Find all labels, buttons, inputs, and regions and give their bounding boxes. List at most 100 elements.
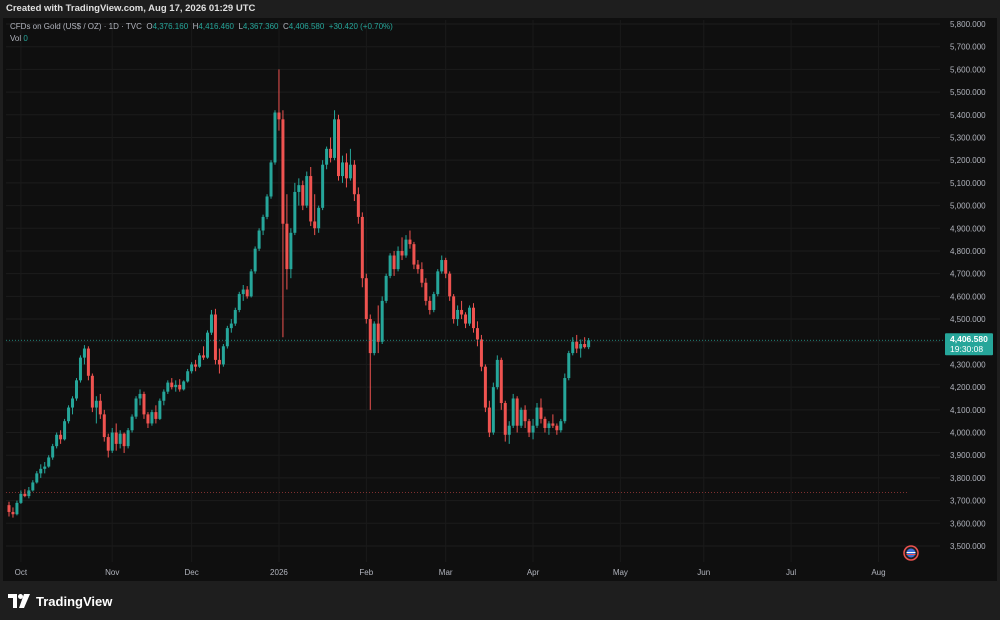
price-axis[interactable]: 3,500.000 3,600.000 3,700.000 3,800.000 3,90… <box>950 20 986 551</box>
candle-body-down <box>213 314 217 360</box>
time-tick-label: Apr <box>527 568 540 577</box>
candle-body-up <box>71 398 75 408</box>
candle-body-down <box>475 328 479 340</box>
price-tick-label: 4,000.000 <box>950 429 986 438</box>
time-tick-label: Jun <box>697 568 710 577</box>
candle-body-up <box>321 164 325 208</box>
low-label: L <box>238 22 243 31</box>
candle-body-down <box>444 260 448 274</box>
candle-body-up <box>559 421 563 431</box>
candle-body-down <box>527 421 531 433</box>
credit-text: Created with TradingView.com, Aug 17, 20… <box>6 3 256 14</box>
candle-body-down <box>352 164 356 195</box>
volume-label: Vol <box>10 34 22 43</box>
candle-body-down <box>285 223 289 270</box>
candle-body-down <box>106 437 110 451</box>
candle-body-up <box>396 250 400 270</box>
candle-body-up <box>134 398 138 417</box>
candle-body-down <box>368 319 372 354</box>
candle-body-up <box>221 346 225 365</box>
price-tick-label: 5,300.000 <box>950 133 986 142</box>
candle-body-down <box>360 216 364 279</box>
candle-body-up <box>31 482 35 491</box>
candles <box>7 69 591 518</box>
candle-body-down <box>114 432 118 444</box>
price-tick-label: 4,300.000 <box>950 360 986 369</box>
legend-row-volume: Vol 0 <box>10 34 393 43</box>
tradingview-brand[interactable]: TradingView <box>8 591 112 611</box>
candle-body-down <box>122 433 126 447</box>
candle-body-up <box>273 112 277 163</box>
candle-body-down <box>277 112 281 120</box>
candle-body-up <box>325 148 329 165</box>
candle-body-up <box>587 340 591 348</box>
candle-body-down <box>523 409 527 422</box>
time-axis[interactable]: Oct Nov Dec 2026 Feb Mar Apr May Jun Jul Aug <box>15 568 886 577</box>
candle-body-down <box>301 185 305 206</box>
candle-body-up <box>138 393 142 399</box>
candle-body-up <box>15 502 19 515</box>
candle-body-down <box>460 309 464 315</box>
close-value: 4,406.580 <box>288 22 325 31</box>
chart-frame[interactable] <box>3 18 997 581</box>
time-tick-label: Mar <box>439 568 453 577</box>
candle-body-down <box>154 412 158 419</box>
candle-body-down <box>23 493 27 497</box>
volume-value: 0 <box>23 34 28 43</box>
candle-body-down <box>329 148 333 158</box>
candle-body-down <box>543 418 547 428</box>
candle-body-up <box>289 232 293 270</box>
candle-body-up <box>206 332 209 358</box>
candle-body-up <box>174 384 178 388</box>
candle-body-down <box>313 221 317 229</box>
candle-body-down <box>412 244 416 265</box>
symbol-title: CFDs on Gold (US$ / OZ) · 1D · TVC <box>10 22 142 31</box>
candle-body-up <box>440 260 444 272</box>
candle-body-up <box>166 382 170 392</box>
candle-body-up <box>74 380 78 399</box>
candle-body-up <box>579 344 583 349</box>
price-badge-countdown: 19:30:08 <box>950 344 983 354</box>
candle-body-up <box>468 307 472 324</box>
candle-body-down <box>364 278 368 320</box>
grid-lines <box>6 20 940 562</box>
candle-body-up <box>571 341 575 354</box>
price-tick-label: 5,600.000 <box>950 65 986 74</box>
candle-body-down <box>217 359 221 365</box>
candle-body-down <box>583 344 587 348</box>
candle-body-up <box>519 409 523 426</box>
high-label: H <box>192 22 199 31</box>
candle-body-down <box>178 384 182 390</box>
candle-body-up <box>63 421 67 440</box>
price-tick-label: 5,000.000 <box>950 202 986 211</box>
credit-bar: Created with TradingView.com, Aug 17, 20… <box>0 0 1000 18</box>
candle-body-up <box>297 185 301 192</box>
price-tick-label: 3,900.000 <box>950 451 986 460</box>
candle-body-down <box>170 382 174 388</box>
candle-body-up <box>269 162 273 197</box>
candle-body-down <box>416 264 420 270</box>
price-tick-label: 5,800.000 <box>950 20 986 29</box>
candle-body-down <box>424 282 428 301</box>
candle-body-down <box>551 423 555 426</box>
high-value: 4,416.460 <box>198 22 234 31</box>
candle-body-down <box>11 511 15 515</box>
candle-body-up <box>340 162 344 177</box>
time-tick-label: Dec <box>185 568 199 577</box>
time-tick-label: 2026 <box>270 568 288 577</box>
candle-body-up <box>182 381 186 390</box>
candle-body-down <box>452 296 456 320</box>
price-tick-label: 4,200.000 <box>950 383 986 392</box>
candle-body-up <box>43 466 47 469</box>
candle-body-up <box>261 216 265 231</box>
candle-body-up <box>225 328 229 347</box>
candle-body-down <box>392 255 396 270</box>
low-value: 4,367.360 <box>242 22 279 31</box>
candle-body-up <box>388 255 392 276</box>
flag-icon[interactable] <box>903 545 919 561</box>
candle-body-down <box>376 323 380 342</box>
candle-body-up <box>547 423 551 428</box>
price-tick-label: 4,800.000 <box>950 247 986 256</box>
candle-body-up <box>78 357 82 381</box>
